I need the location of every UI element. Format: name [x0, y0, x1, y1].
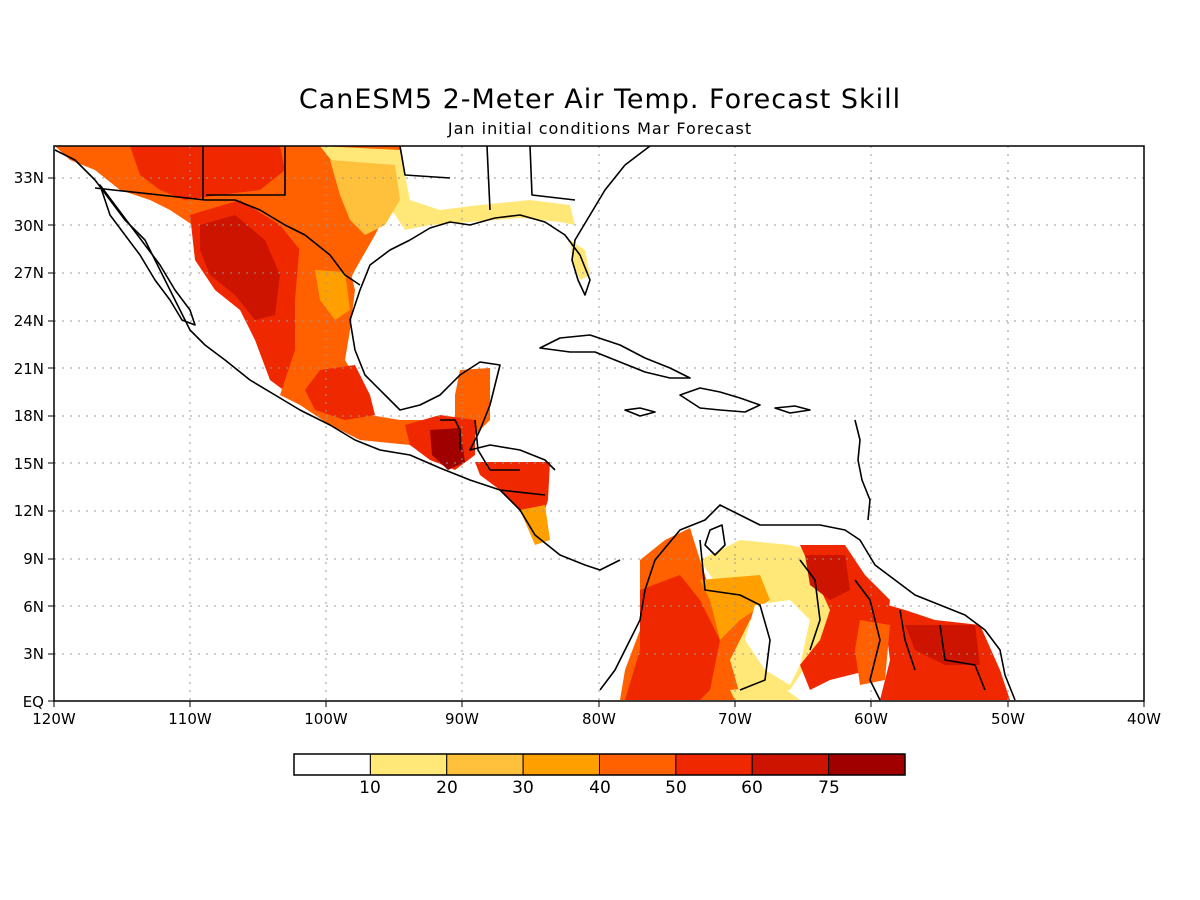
- region-guyana-orange: [855, 620, 890, 685]
- colorbar-swatch: [828, 753, 906, 776]
- lat-tick-label: 33N: [14, 169, 44, 187]
- coast-gulf-mexico: [349, 239, 556, 471]
- lat-tick-label: 30N: [14, 217, 44, 235]
- region-mexico-south: [305, 365, 375, 420]
- colorbar-swatch: [751, 753, 830, 776]
- colorbar-label: 20: [436, 778, 458, 798]
- colorbar-label: 60: [741, 778, 763, 798]
- colorbar-swatch: [522, 753, 600, 776]
- coast-cuba: [539, 334, 691, 379]
- lon-tick-label: 100W: [304, 710, 348, 728]
- lat-tick-label: 27N: [14, 264, 44, 282]
- colorbar-label: 40: [589, 778, 611, 798]
- lon-tick-label: 40W: [1127, 710, 1161, 728]
- lat-labels: EQ 3N 6N 9N 12N 15N 18N 21N 24N 27N 30N …: [14, 169, 44, 711]
- region-mexico-east-orange: [315, 270, 350, 320]
- coastlines: [54, 145, 1016, 701]
- lon-tick-label: 80W: [582, 710, 616, 728]
- region-venezuela-white: [745, 600, 810, 685]
- lon-labels: 120W 110W 100W 90W 80W 70W 60W 50W 40W: [32, 710, 1161, 728]
- colorbar-swatch: [599, 753, 677, 776]
- coast-south-america: [599, 504, 1016, 701]
- region-mexico-west-dark: [200, 215, 280, 320]
- colorbar-swatches: [293, 753, 906, 776]
- skill-shading: [55, 146, 1010, 700]
- coast-jamaica: [624, 407, 656, 417]
- lat-tick-label: 24N: [14, 312, 44, 330]
- colorbar: 10 20 30 40 50 60 75: [293, 753, 906, 798]
- border-central-america: [440, 419, 546, 496]
- colorbar-swatch: [369, 753, 448, 776]
- lat-tick-label: 18N: [14, 407, 44, 425]
- region-colombia-dark: [625, 575, 720, 700]
- region-gulf-orange: [330, 160, 400, 235]
- border-us-mexico: [94, 187, 361, 286]
- lon-tick-label: 50W: [991, 710, 1025, 728]
- coast-lake-maracaibo: [704, 524, 726, 556]
- colorbar-frame: [293, 753, 906, 776]
- region-guatemala-dark: [430, 428, 465, 470]
- coast-baja: [99, 184, 196, 326]
- border-south-america: [699, 539, 986, 701]
- coast-us-gulf: [409, 145, 651, 296]
- lon-tick-label: 70W: [718, 710, 752, 728]
- lat-tick-label: 3N: [23, 645, 44, 663]
- region-nicaragua-orange: [520, 505, 550, 545]
- coast-lesser-antilles: [854, 419, 871, 521]
- region-florida: [570, 240, 590, 280]
- lat-tick-label: 6N: [23, 598, 44, 616]
- map-subtitle: Jan initial conditions Mar Forecast: [447, 119, 753, 138]
- lat-tick-label: 21N: [14, 360, 44, 378]
- tick-marks: [48, 177, 1145, 707]
- colorbar-label: 50: [665, 778, 687, 798]
- colorbar-label: 10: [359, 778, 381, 798]
- lon-tick-label: 60W: [854, 710, 888, 728]
- coast-hispaniola: [679, 387, 761, 413]
- lon-tick-label: 90W: [445, 710, 479, 728]
- border-us-states: [202, 145, 576, 211]
- colorbar-swatch: [293, 753, 371, 776]
- colorbar-label: 30: [512, 778, 534, 798]
- region-amazon-yellow: [730, 685, 800, 700]
- grid-lines: [54, 146, 1144, 701]
- lat-tick-label: EQ: [23, 693, 44, 711]
- lat-tick-label: 9N: [23, 550, 44, 568]
- lon-tick-label: 120W: [32, 710, 76, 728]
- region-us-southwest-high: [130, 146, 285, 200]
- colorbar-label: 75: [818, 778, 840, 798]
- coast-puerto-rico: [774, 405, 811, 414]
- colorbar-swatch: [675, 753, 753, 776]
- map-title: CanESM5 2-Meter Air Temp. Forecast Skill: [298, 84, 902, 115]
- lon-tick-label: 110W: [168, 710, 212, 728]
- colorbar-swatch: [446, 753, 524, 776]
- lat-tick-label: 15N: [14, 455, 44, 473]
- lat-tick-label: 12N: [14, 502, 44, 520]
